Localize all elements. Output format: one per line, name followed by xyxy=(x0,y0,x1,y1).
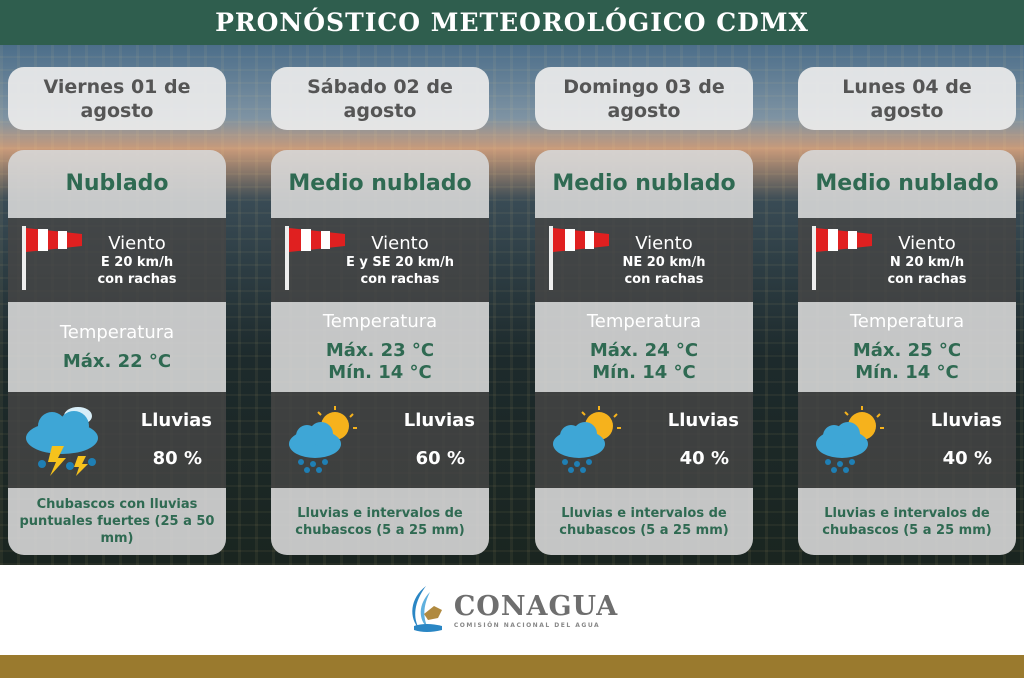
min-temperature: Mín. 14 °C xyxy=(592,361,696,383)
sky-condition: Medio nublado xyxy=(535,150,753,218)
logo-name: CONAGUA xyxy=(453,591,619,622)
wind-value: NE 20 km/h xyxy=(622,254,706,270)
sky-condition: Nublado xyxy=(8,150,226,218)
storm-cloud-icon xyxy=(26,407,98,476)
windsock-icon xyxy=(812,226,872,290)
wind-section: Viento N 20 km/h con rachas xyxy=(798,218,1016,302)
sky-condition: Medio nublado xyxy=(798,150,1016,218)
wind-note: con rachas xyxy=(887,271,967,287)
wind-value: N 20 km/h xyxy=(889,254,965,270)
rain-probability: 80 % xyxy=(152,448,202,469)
temperature-section: Temperatura Máx. 25 °C Mín. 14 °C xyxy=(798,302,1016,392)
rain-probability: 60 % xyxy=(415,448,465,469)
rain-label: Lluvias xyxy=(140,410,212,431)
wind-note: con rachas xyxy=(624,271,704,287)
rain-description: Lluvias e intervalos de chubascos (5 a 2… xyxy=(535,488,753,555)
rain-description: Chubascos con lluvias puntuales fuertes … xyxy=(8,488,226,555)
rain-probability: 40 % xyxy=(942,448,992,469)
temperature-section: Temperatura Máx. 23 °C Mín. 14 °C xyxy=(271,302,489,392)
sun-rain-cloud-icon xyxy=(289,406,357,473)
min-temperature: Mín. 14 °C xyxy=(855,361,959,383)
max-temperature: Máx. 24 °C xyxy=(589,339,699,361)
day-date: Lunes 04 de agosto xyxy=(798,67,1016,130)
windsock-icon xyxy=(22,226,82,290)
temperature-section: Temperatura Máx. 24 °C Mín. 14 °C xyxy=(535,302,753,392)
wind-label: Viento xyxy=(371,232,429,254)
conagua-logo-icon xyxy=(412,586,442,632)
day-date: Viernes 01 de agosto xyxy=(8,67,226,130)
rain-description: Lluvias e intervalos de chubascos (5 a 2… xyxy=(271,488,489,555)
forecast-card: Nublado Viento E 20 km/h con rachas Temp… xyxy=(8,150,226,555)
rain-description: Lluvias e intervalos de chubascos (5 a 2… xyxy=(798,488,1016,555)
rain-section: Lluvias 40 % xyxy=(535,392,753,488)
day-date: Domingo 03 de agosto xyxy=(535,67,753,130)
wind-note: con rachas xyxy=(360,271,440,287)
rain-label: Lluvias xyxy=(403,410,475,431)
rain-section: Lluvias 40 % xyxy=(798,392,1016,488)
footer: CONAGUA COMISIÓN NACIONAL DEL AGUA xyxy=(0,565,1024,655)
windsock-icon xyxy=(549,226,609,290)
temperature-label: Temperatura xyxy=(59,321,175,343)
wind-label: Viento xyxy=(898,232,956,254)
max-temperature: Máx. 23 °C xyxy=(325,339,435,361)
sun-rain-cloud-icon xyxy=(816,406,884,473)
windsock-icon xyxy=(285,226,345,290)
wind-section: Viento E y SE 20 km/h con rachas xyxy=(271,218,489,302)
sun-rain-cloud-icon xyxy=(553,406,621,473)
rain-label: Lluvias xyxy=(667,410,739,431)
footer-gold-bar xyxy=(0,655,1024,678)
temperature-section: Temperatura Máx. 22 °C xyxy=(8,302,226,392)
forecast-card: Medio nublado Viento E y SE 20 km/h con … xyxy=(271,150,489,555)
day-column: Viernes 01 de agosto Nublado Viento E 20… xyxy=(8,67,226,555)
day-column: Lunes 04 de agosto Medio nublado Viento … xyxy=(798,67,1016,555)
forecast-card: Medio nublado Viento N 20 km/h con racha… xyxy=(798,150,1016,555)
page-title: PRONÓSTICO METEOROLÓGICO CDMX xyxy=(215,8,809,37)
min-temperature: Mín. 14 °C xyxy=(328,361,432,383)
temperature-label: Temperatura xyxy=(322,310,438,332)
wind-label: Viento xyxy=(635,232,693,254)
rain-label: Lluvias xyxy=(930,410,1002,431)
wind-value: E y SE 20 km/h xyxy=(346,254,454,270)
header-bar: PRONÓSTICO METEOROLÓGICO CDMX xyxy=(0,0,1024,45)
wind-value: E 20 km/h xyxy=(100,254,174,270)
day-date: Sábado 02 de agosto xyxy=(271,67,489,130)
wind-note: con rachas xyxy=(97,271,177,287)
sky-condition: Medio nublado xyxy=(271,150,489,218)
max-temperature: Máx. 22 °C xyxy=(62,350,172,372)
rain-probability: 40 % xyxy=(679,448,729,469)
logo-subtitle: COMISIÓN NACIONAL DEL AGUA xyxy=(453,622,601,629)
wind-label: Viento xyxy=(108,232,166,254)
wind-section: Viento NE 20 km/h con rachas xyxy=(535,218,753,302)
forecast-card: Medio nublado Viento NE 20 km/h con rach… xyxy=(535,150,753,555)
day-column: Domingo 03 de agosto Medio nublado Vient… xyxy=(535,67,753,555)
max-temperature: Máx. 25 °C xyxy=(852,339,962,361)
temperature-label: Temperatura xyxy=(586,310,702,332)
day-column: Sábado 02 de agosto Medio nublado Viento… xyxy=(271,67,489,555)
rain-section: Lluvias 60 % xyxy=(271,392,489,488)
rain-section: Lluvias 80 % xyxy=(8,392,226,488)
wind-section: Viento E 20 km/h con rachas xyxy=(8,218,226,302)
temperature-label: Temperatura xyxy=(849,310,965,332)
